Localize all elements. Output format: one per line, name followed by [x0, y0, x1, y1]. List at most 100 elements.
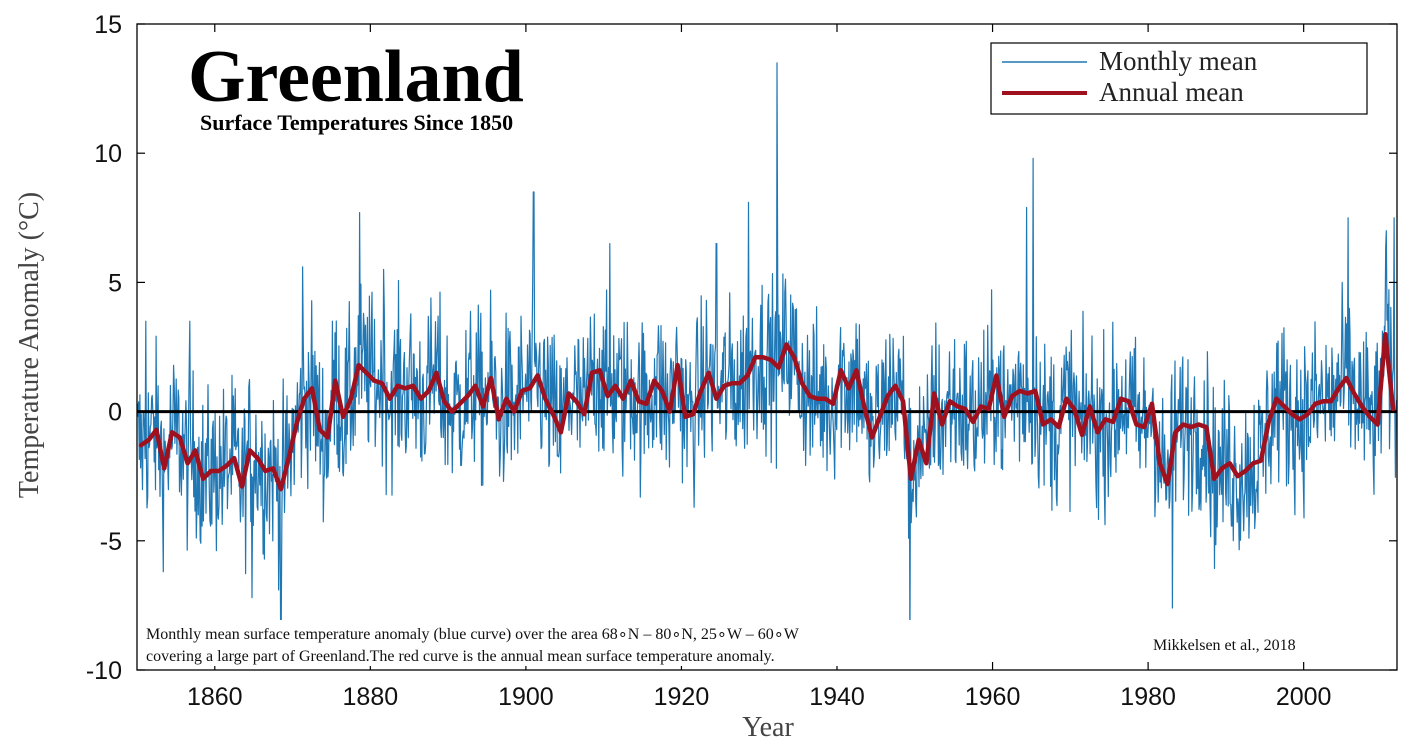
caption-line-2: covering a large part of Greenland.The r… — [146, 648, 775, 665]
x-tick-label: 1900 — [498, 683, 554, 711]
annual-mean-point — [1103, 417, 1107, 421]
y-tick-label: 10 — [94, 140, 122, 168]
annual-mean-point — [1259, 459, 1263, 463]
annual-mean-point — [1337, 386, 1341, 390]
plot-area — [136, 23, 1398, 671]
annual-mean-point — [1181, 422, 1185, 427]
annual-mean-point — [745, 373, 750, 378]
annual-mean-point — [185, 461, 190, 465]
annual-mean-point — [1080, 433, 1084, 437]
legend: Monthly mean Annual mean — [990, 42, 1368, 115]
legend-box — [990, 42, 1368, 115]
annual-mean-point — [1057, 425, 1061, 429]
annual-mean-point — [411, 384, 415, 388]
annual-mean-point — [178, 435, 182, 440]
annual-mean-point — [823, 397, 827, 401]
annual-mean-point — [458, 402, 462, 406]
annual-mean-point — [668, 410, 672, 414]
y-tick-label: 0 — [108, 399, 122, 427]
annual-mean-point — [1383, 332, 1387, 336]
annual-mean-point — [1298, 417, 1302, 421]
annual-mean-point — [971, 420, 975, 424]
annual-mean-point — [388, 397, 392, 401]
annual-mean-point — [955, 404, 960, 409]
x-tick-label: 1860 — [187, 683, 243, 711]
annual-mean-point — [147, 438, 151, 442]
annual-mean-point — [1165, 482, 1170, 486]
annual-mean-point — [862, 404, 866, 409]
annual-mean-point — [162, 466, 166, 471]
monthly-mean-series — [136, 62, 1398, 661]
annual-mean-point — [1111, 420, 1115, 424]
axis-tick-labels: 1860 1880 1900 1920 1940 1960 1980 2000 -10 -5 0 5 1… — [86, 11, 1332, 711]
annual-mean-point — [932, 391, 936, 396]
annual-mean-point — [357, 363, 361, 367]
annual-mean-point — [497, 417, 501, 421]
monthly-mean-line — [136, 62, 1398, 661]
annual-mean-point — [287, 456, 291, 460]
annual-mean-point — [1360, 404, 1364, 409]
chart-subtitle: Surface Temperatures Since 1850 — [200, 110, 513, 135]
annual-mean-point — [217, 469, 221, 473]
annual-mean-point — [1095, 430, 1100, 434]
x-tick-label: 1880 — [343, 683, 399, 711]
annual-mean-point — [1134, 422, 1139, 427]
annual-mean-point — [847, 386, 851, 390]
annual-mean-point — [963, 407, 967, 411]
x-tick-label: 1980 — [1120, 683, 1176, 711]
annual-mean-point — [255, 456, 260, 460]
annual-mean-point — [1274, 397, 1279, 401]
annual-mean-point — [271, 466, 275, 471]
annual-mean-point — [854, 368, 859, 372]
annual-mean-point — [372, 378, 376, 383]
annual-mean-point — [1235, 474, 1240, 478]
y-axis-label: Temperature Anomaly (°C) — [14, 192, 45, 498]
annual-mean-point — [349, 397, 353, 401]
annual-mean-point — [434, 371, 439, 375]
annual-mean-point — [1368, 415, 1372, 419]
annual-mean-point — [1173, 430, 1177, 434]
annual-mean-point — [528, 386, 532, 390]
annual-mean-point — [279, 487, 283, 491]
annual-mean-point — [660, 389, 664, 393]
annual-mean-point — [1290, 412, 1294, 416]
annual-mean-point — [1119, 397, 1123, 401]
annual-mean-point — [1251, 461, 1255, 465]
annual-mean-point — [512, 410, 516, 414]
annual-mean-point — [885, 394, 890, 398]
annual-mean-point — [567, 391, 571, 396]
annual-mean-point — [831, 402, 835, 406]
annual-mean-point — [909, 477, 913, 481]
annual-mean-point — [815, 397, 820, 401]
annual-mean-point — [637, 399, 641, 403]
annual-mean-point — [1329, 399, 1333, 403]
annual-mean-point — [707, 371, 711, 375]
annual-mean-point — [621, 397, 625, 401]
annual-mean-point — [574, 399, 579, 403]
x-tick-label: 1940 — [809, 683, 865, 711]
annual-mean-point — [419, 397, 423, 401]
annual-mean-series — [138, 331, 1396, 492]
annual-mean-point — [1049, 417, 1053, 421]
caption-box: Monthly mean surface temperature anomaly… — [140, 620, 912, 666]
annual-mean-point — [1391, 407, 1395, 411]
annual-mean-point — [987, 407, 991, 411]
annual-mean-point — [520, 389, 524, 393]
annual-mean-point — [1142, 425, 1146, 429]
annual-mean-point — [1352, 391, 1356, 396]
annual-mean-point — [994, 373, 999, 378]
annual-mean-point — [675, 363, 680, 367]
annual-mean-point — [1267, 420, 1271, 424]
annual-mean-point — [380, 381, 384, 385]
annual-mean-point — [364, 371, 369, 375]
annual-mean-point — [193, 448, 197, 452]
annual-mean-point — [1033, 389, 1037, 393]
annual-mean-point — [442, 399, 446, 403]
annual-mean-point — [1150, 402, 1154, 406]
chart-title: Greenland — [188, 36, 524, 118]
annual-mean-point — [1158, 461, 1162, 465]
annual-mean-point — [341, 415, 345, 419]
annual-mean-point — [1212, 477, 1216, 481]
plot-frame — [136, 23, 1398, 671]
